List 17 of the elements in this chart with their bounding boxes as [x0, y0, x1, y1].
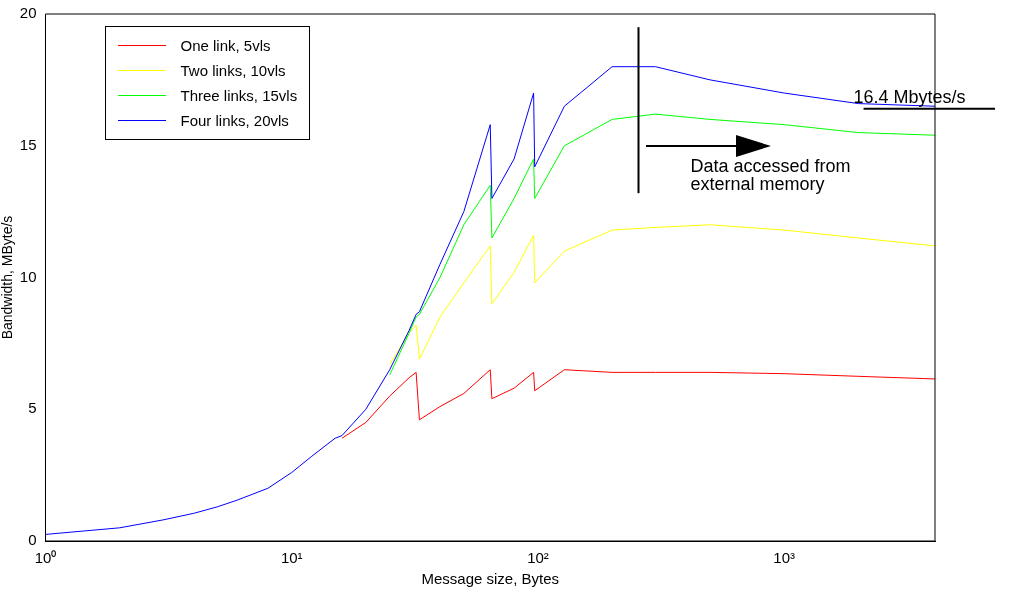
x-tick-label: 10³ [773, 549, 796, 567]
x-tick-label: 10¹ [280, 549, 303, 567]
y-tick-label: 15 [19, 135, 37, 153]
x-tick-label: 10⁰ [34, 549, 57, 567]
y-tick-label: 5 [28, 399, 37, 417]
legend-label: Four links, 20vls [180, 112, 289, 129]
y-tick-label: 0 [28, 531, 37, 549]
annotation: Data accessed from external memory [690, 156, 851, 195]
legend-label: One link, 5vls [180, 37, 271, 54]
y-axis-title: Bandwidth, MByte/s [0, 215, 16, 340]
legend-label: Two links, 10vls [180, 62, 286, 79]
y-tick-label: 20 [19, 4, 37, 22]
x-tick-label: 10² [527, 549, 549, 567]
annotation: 16.4 Mbytes/s [853, 86, 966, 107]
legend-label: Three links, 15vls [180, 87, 298, 104]
y-tick-label: 10 [19, 267, 37, 285]
x-axis-title: Message size, Bytes [421, 570, 560, 588]
